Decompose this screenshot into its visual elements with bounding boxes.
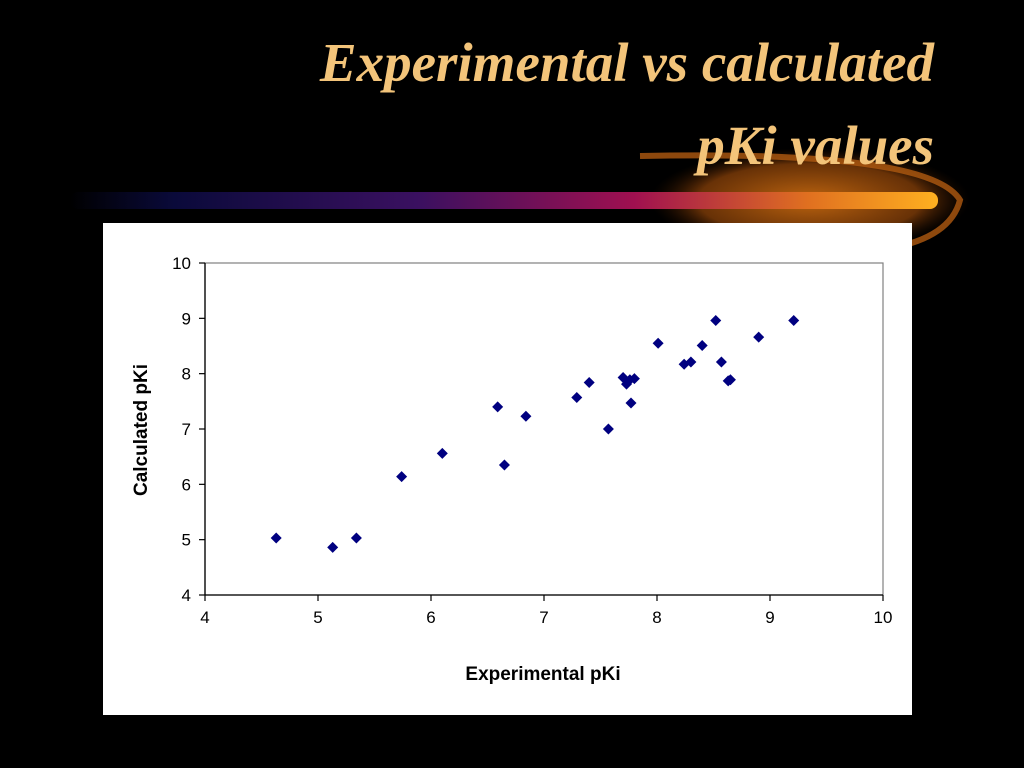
y-tick-label: 8: [182, 365, 191, 384]
x-tick-label: 9: [765, 608, 774, 627]
data-point: [696, 339, 708, 351]
plot-area-border: [204, 262, 884, 596]
data-point: [350, 532, 362, 544]
swoosh-bar: [70, 192, 938, 209]
y-tick-label: 7: [182, 420, 191, 439]
y-tick-label: 4: [182, 586, 191, 605]
scatter-chart: 4 5 6 7 8 9 10 4 5 6 7 8 9 10 Experimental pKi Calcul…: [131, 254, 893, 685]
data-point: [583, 377, 595, 389]
data-point: [652, 337, 664, 349]
data-point: [270, 532, 282, 544]
data-point: [327, 541, 339, 553]
x-tick-label: 8: [652, 608, 661, 627]
data-point: [492, 401, 504, 413]
y-tick-label: 10: [172, 254, 191, 273]
data-point: [715, 356, 727, 368]
y-tick-label: 5: [182, 531, 191, 550]
data-point: [602, 423, 614, 435]
data-point: [753, 331, 765, 343]
x-tick-label: 10: [874, 608, 893, 627]
data-point: [436, 447, 448, 459]
data-point: [724, 374, 736, 386]
y-tick-label: 6: [182, 475, 191, 494]
data-point: [498, 459, 510, 471]
y-axis-title: Calculated pKi: [131, 364, 152, 496]
slide-title-line-2: pKi values: [697, 114, 934, 176]
x-axis-title: Experimental pKi: [465, 664, 620, 685]
data-point: [628, 373, 640, 385]
data-point: [788, 315, 800, 327]
chart-panel: 4 5 6 7 8 9 10 4 5 6 7 8 9 10 Experimental pKi Calcul…: [103, 223, 912, 715]
data-point: [571, 391, 583, 403]
x-tick-label: 7: [539, 608, 548, 627]
slide-title: Experimental vs calculated pKi values: [174, 22, 934, 187]
data-point: [520, 410, 532, 422]
y-tick-label: 9: [182, 309, 191, 328]
x-tick-label: 5: [313, 608, 322, 627]
data-point: [710, 315, 722, 327]
data-point: [396, 471, 408, 483]
x-tick-label: 6: [426, 608, 435, 627]
x-tick-label: 4: [200, 608, 209, 627]
data-point: [685, 356, 697, 368]
slide-title-line-1: Experimental vs calculated: [319, 32, 934, 93]
data-point: [625, 397, 637, 409]
